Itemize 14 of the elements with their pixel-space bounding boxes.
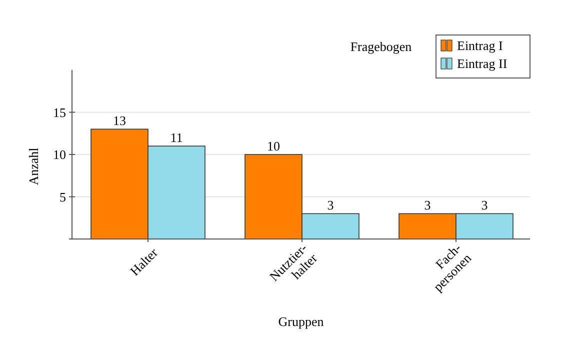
y-tick-label: 5 — [60, 189, 66, 204]
y-tick-label: 10 — [53, 147, 66, 162]
data-label: 3 — [424, 198, 431, 213]
legend-label: Eintrag I — [457, 38, 503, 53]
x-axis-title: Gruppen — [278, 314, 324, 329]
chart-title: Fragebogen — [350, 39, 412, 54]
data-label: 3 — [327, 198, 334, 213]
data-label: 13 — [113, 113, 126, 128]
data-label: 3 — [481, 198, 488, 213]
y-axis-title: Anzahl — [26, 147, 41, 186]
data-label: 11 — [170, 130, 183, 146]
data-label: 10 — [267, 138, 280, 154]
y-tick-label: 15 — [53, 104, 66, 120]
legend-label: Eintrag II — [457, 56, 508, 71]
